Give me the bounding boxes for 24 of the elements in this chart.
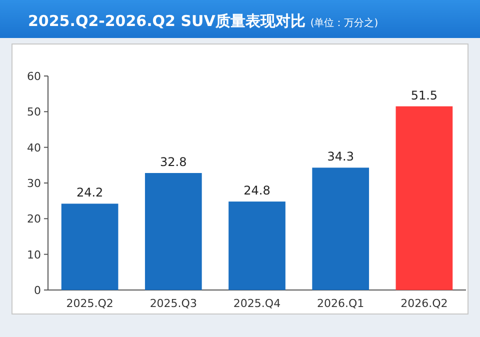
bar <box>396 106 453 290</box>
bar <box>61 204 118 290</box>
data-label: 24.2 <box>76 186 104 200</box>
x-tick-label: 2026.Q2 <box>400 297 448 310</box>
y-tick-label: 0 <box>34 284 41 297</box>
chart-subtitle: (单位：万分之) <box>310 17 378 29</box>
data-label: 34.3 <box>327 150 354 164</box>
x-tick-label: 2025.Q4 <box>233 297 281 310</box>
bar <box>312 168 370 290</box>
data-label: 51.5 <box>410 88 438 102</box>
bar <box>144 173 202 290</box>
data-label: 32.8 <box>160 155 187 170</box>
bar <box>228 202 286 290</box>
y-tick-label: 60 <box>27 70 41 83</box>
y-tick-label: 30 <box>27 177 41 190</box>
x-tick-label: 2026.Q1 <box>317 297 364 310</box>
chart-title: 2025.Q2-2026.Q2 SUV质量表现对比 <box>28 12 306 30</box>
y-tick-label: 40 <box>27 141 41 154</box>
y-tick-label: 10 <box>27 248 41 262</box>
y-tick-label: 50 <box>27 106 41 119</box>
y-tick-label: 20 <box>27 212 41 226</box>
x-tick-label: 2025.Q3 <box>150 297 197 310</box>
data-label: 24.8 <box>244 184 270 198</box>
x-tick-label: 2025.Q2 <box>66 297 114 310</box>
